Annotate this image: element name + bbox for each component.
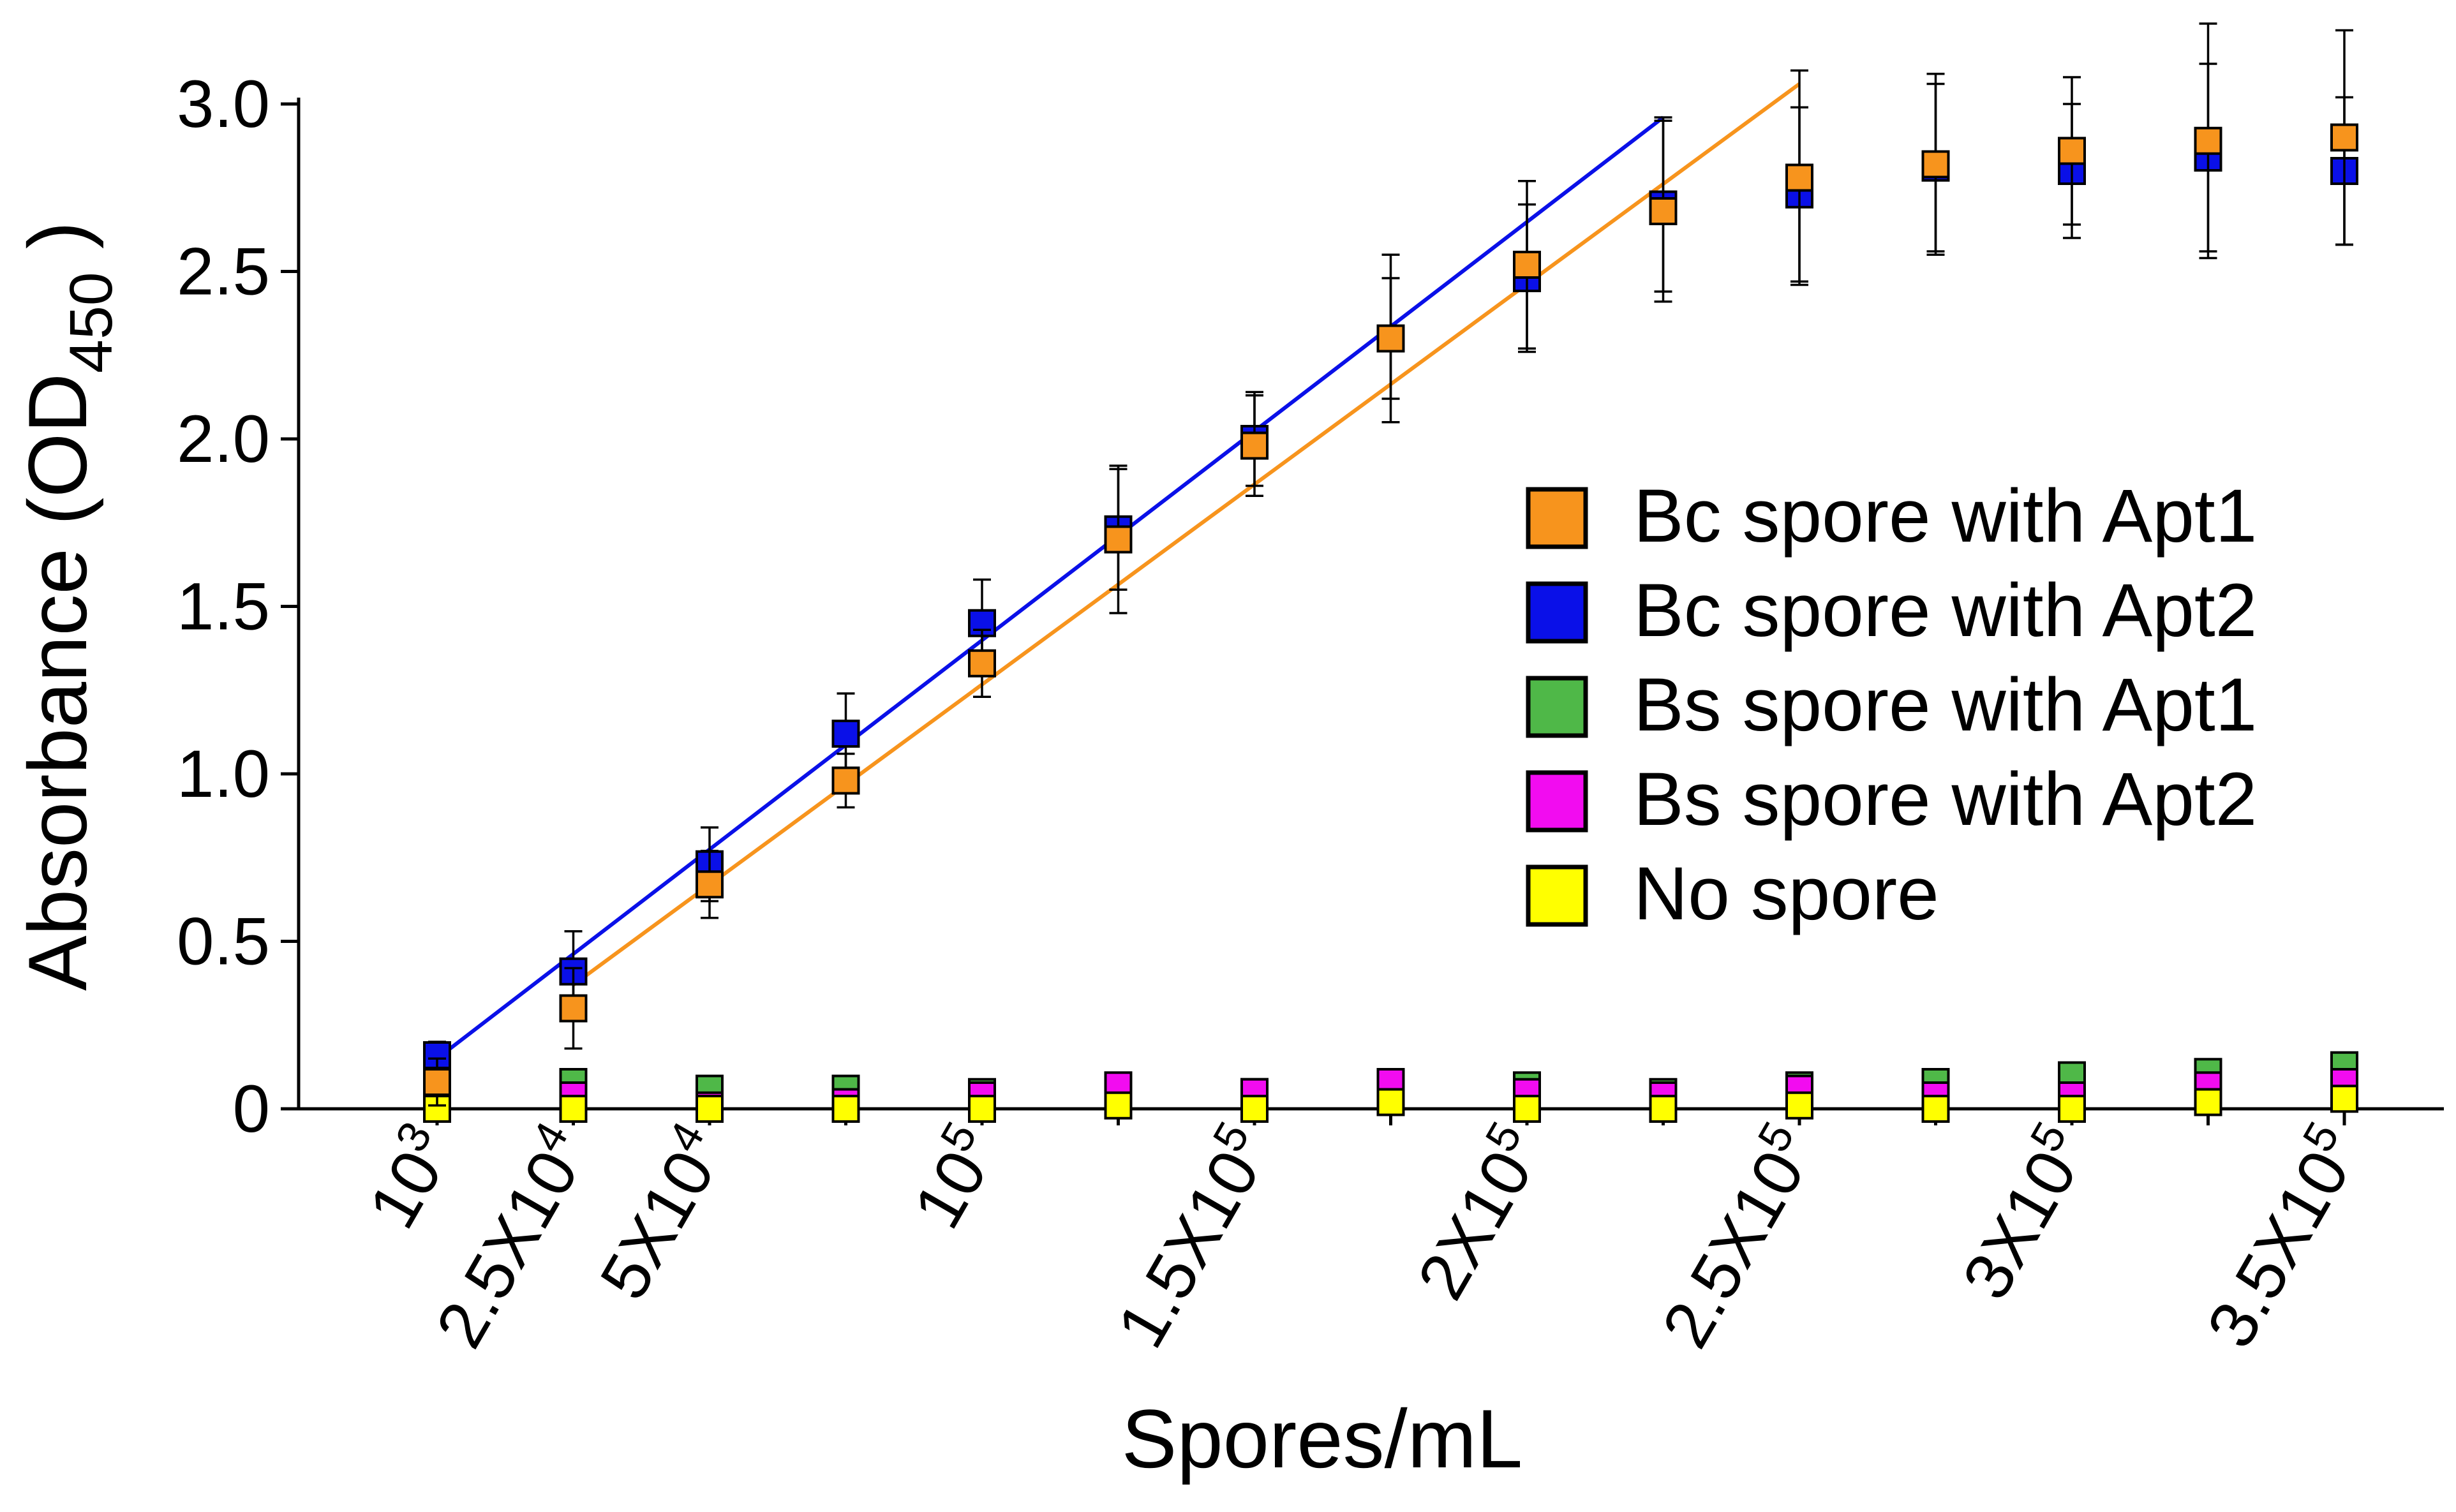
data-point	[1785, 1091, 1813, 1120]
fit-line	[436, 115, 1665, 1060]
y-tick-label: 3.0	[177, 67, 270, 142]
data-point	[831, 766, 860, 795]
series-bc-spore-with-apt1	[423, 22, 2358, 1107]
data-point	[1104, 1091, 1133, 1120]
data-point	[1376, 324, 1405, 353]
data-points	[423, 22, 2358, 1123]
legend-item: Bc spore with Apt1	[1526, 474, 2257, 558]
legend-item: Bs spore with Apt1	[1526, 663, 2257, 747]
y-tick-label: 1.0	[177, 737, 270, 812]
x-tick-label: 1.5X105	[1097, 1114, 1286, 1360]
data-point	[1649, 197, 1678, 225]
data-point	[696, 1095, 724, 1123]
data-point	[1649, 1095, 1678, 1123]
legend-swatch	[1526, 676, 1588, 738]
legend-label: Bc spore with Apt1	[1634, 474, 2257, 558]
legend-label: Bs spore with Apt2	[1634, 757, 2257, 841]
data-point	[968, 1095, 996, 1123]
data-point	[831, 1095, 860, 1123]
data-point	[559, 994, 588, 1023]
y-axis-title: Absorbance (OD450 )	[11, 221, 125, 991]
data-point	[2194, 126, 2222, 155]
data-point	[1785, 163, 1813, 192]
legend-swatch	[1526, 864, 1588, 927]
legend-item: No spore	[1526, 852, 1939, 936]
data-point	[2058, 1095, 2086, 1123]
series-no-spore	[423, 1085, 2358, 1123]
x-tick-label: 5X104	[580, 1114, 741, 1312]
data-point	[2330, 123, 2358, 152]
data-point	[831, 720, 860, 748]
data-point	[2058, 137, 2086, 165]
legend-item: Bs spore with Apt2	[1526, 757, 2257, 841]
x-tick-label: 105	[893, 1114, 1014, 1241]
y-tick-label: 0.5	[177, 905, 270, 979]
y-tick-label: 1.5	[177, 570, 270, 644]
data-point	[1513, 251, 1541, 279]
data-point	[559, 1095, 588, 1123]
data-point	[2330, 1085, 2358, 1113]
data-point	[968, 649, 996, 678]
x-tick-label: 2.5X105	[1642, 1114, 1831, 1360]
legend: Bc spore with Apt1 Bc spore with Apt2 Bs s…	[1526, 474, 2257, 936]
y-tick-label: 2.0	[177, 402, 270, 477]
legend-swatch	[1526, 487, 1588, 549]
x-tick-label: 103	[348, 1114, 469, 1241]
legend-swatch	[1526, 770, 1588, 833]
fit-line	[572, 82, 1801, 987]
x-axis-title: Spores/mL	[1122, 1392, 1523, 1485]
data-point	[1240, 1095, 1269, 1123]
data-point	[2194, 1088, 2222, 1116]
legend-label: Bs spore with Apt1	[1634, 663, 2257, 747]
x-tick-label: 3.5X105	[2187, 1114, 2376, 1360]
data-point	[1921, 150, 1950, 179]
data-point	[423, 1068, 451, 1096]
data-point	[1104, 525, 1133, 554]
data-point	[696, 870, 724, 899]
y-tick-label: 2.5	[177, 235, 270, 309]
data-point	[1376, 1088, 1405, 1116]
fit-lines	[436, 82, 1801, 1060]
legend-label: No spore	[1634, 852, 1939, 936]
legend-item: Bc spore with Apt2	[1526, 568, 2257, 653]
y-tick-label: 0	[233, 1072, 270, 1146]
legend-swatch	[1526, 581, 1588, 644]
legend-label: Bc spore with Apt2	[1634, 568, 2257, 653]
x-tick-label: 3X105	[1942, 1114, 2104, 1312]
data-point	[1921, 1095, 1950, 1123]
data-point	[1513, 1095, 1541, 1123]
data-point	[1240, 431, 1269, 460]
x-tick-label: 2.5X104	[416, 1114, 606, 1360]
x-tick-label: 2X105	[1397, 1114, 1559, 1312]
